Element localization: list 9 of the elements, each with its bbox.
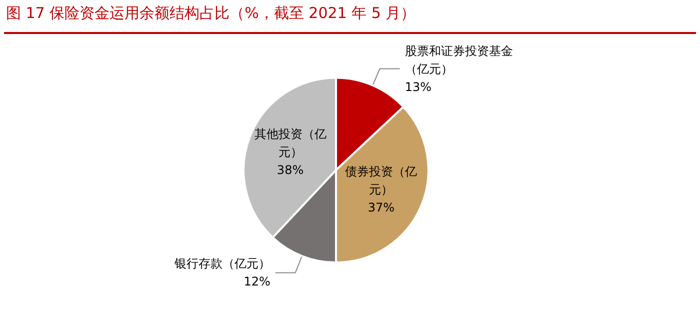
slice-label: 股票和证券投资基金（亿元） xyxy=(404,44,513,76)
slice-label: 银行存款（亿元） xyxy=(173,256,270,271)
slice-label: 债券投资（亿元） xyxy=(345,164,418,197)
chart-title: 图 17 保险资金运用余额结构占比（%，截至 2021 年 5 月） xyxy=(6,4,416,23)
data-label: 13% xyxy=(404,80,432,94)
slice-label: 其他投资（亿元） xyxy=(254,126,326,159)
data-label: 38% xyxy=(276,162,304,177)
data-label: 12% xyxy=(244,274,270,289)
data-label: 37% xyxy=(368,200,394,215)
